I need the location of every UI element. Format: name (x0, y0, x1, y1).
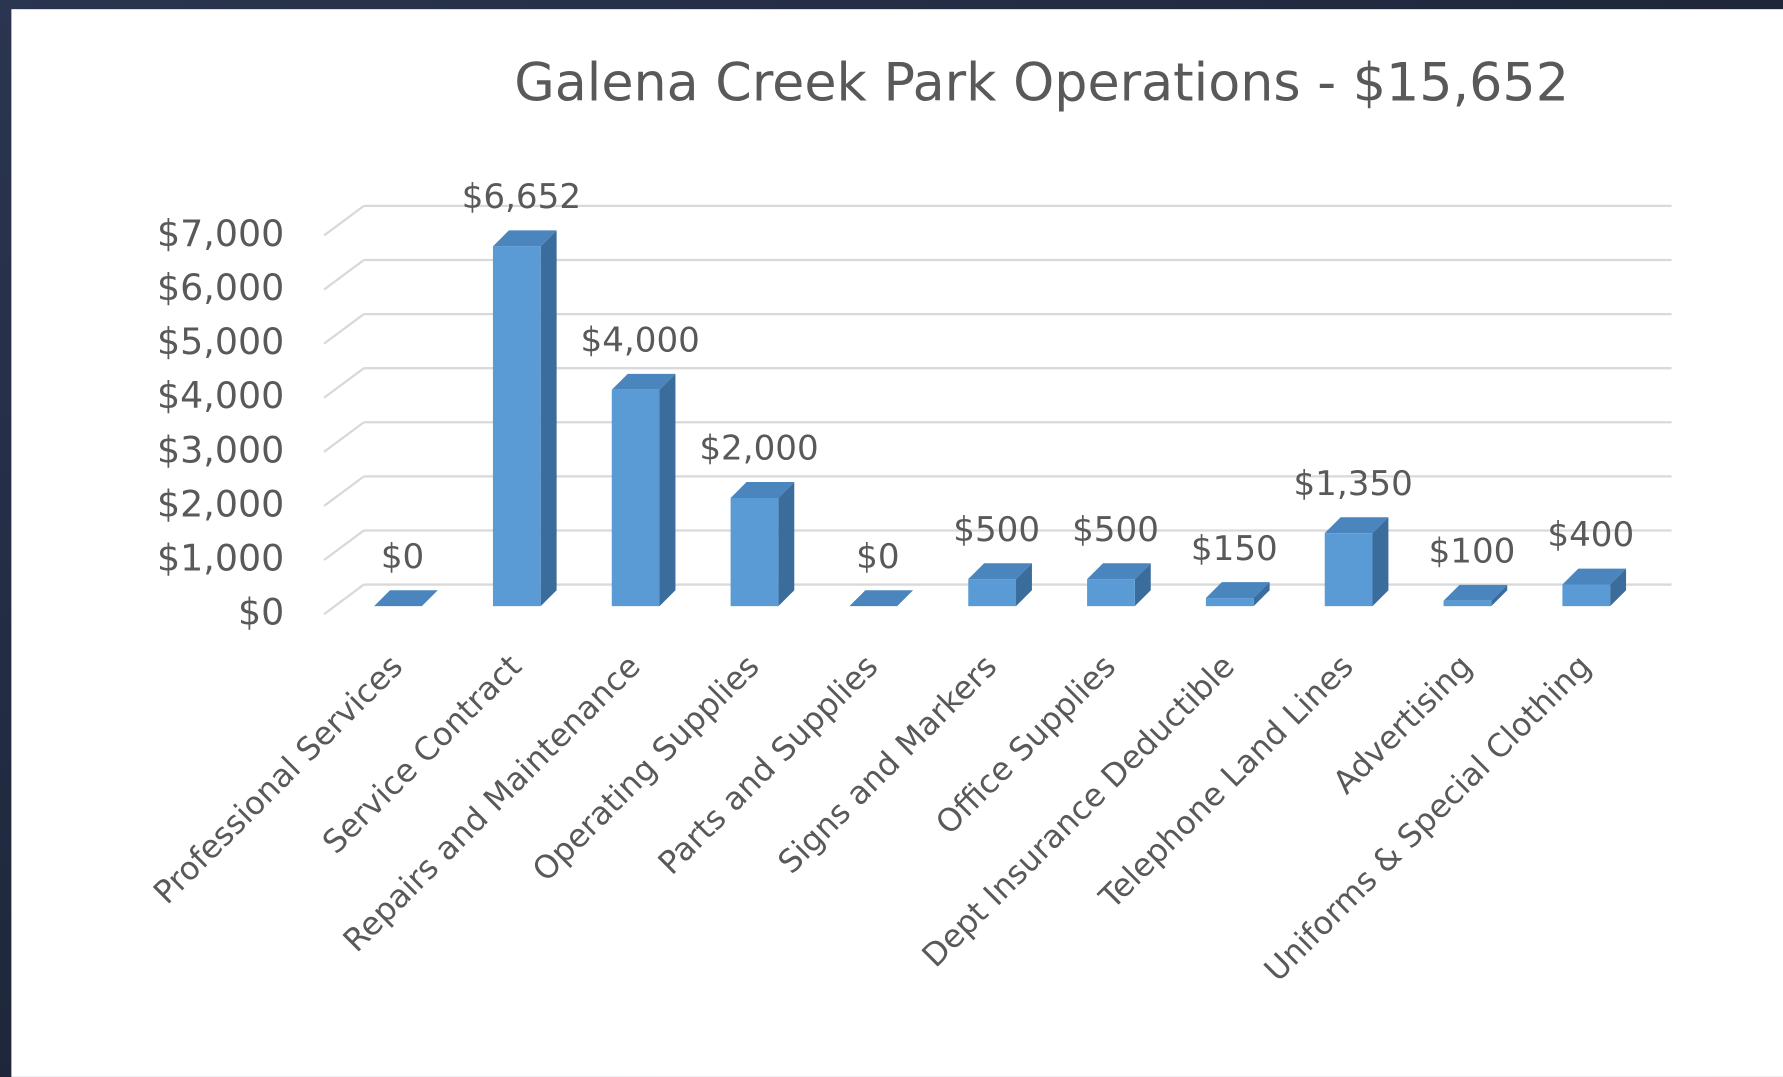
bar-top (1443, 584, 1508, 601)
grid-line (323, 367, 365, 399)
data-label: $1,350 (1293, 464, 1412, 504)
bar-top (1087, 563, 1151, 580)
grid-line (323, 583, 365, 616)
data-label: $500 (953, 510, 1040, 550)
data-label: $500 (1072, 510, 1159, 550)
bar-top (968, 563, 1032, 580)
data-label: $2,000 (699, 429, 818, 469)
bar (968, 579, 1017, 607)
y-tick-label: $2,000 (157, 482, 284, 525)
y-tick-label: $3,000 (157, 428, 284, 471)
grid-line (323, 204, 365, 237)
bar (730, 497, 779, 607)
y-tick-label: $1,000 (157, 537, 284, 580)
y-tick-label: $5,000 (157, 320, 284, 363)
y-tick-label: $7,000 (157, 212, 284, 255)
chart-title: Galena Creek Park Operations - $15,652 (514, 52, 1569, 113)
y-tick-label: $6,000 (157, 266, 284, 309)
bar-side (1016, 563, 1032, 607)
grid-line (323, 259, 365, 291)
bar-top (849, 590, 914, 607)
bar-side (1134, 563, 1151, 607)
bar-side (1253, 582, 1270, 607)
grid-line (323, 421, 365, 453)
y-tick-label: $0 (238, 591, 284, 634)
y-tick-label: $4,000 (157, 374, 284, 417)
bar (611, 389, 660, 607)
bar (1087, 579, 1135, 607)
bar-side (540, 230, 557, 607)
grid-line (323, 313, 365, 345)
bar-side (1610, 568, 1627, 607)
bar-top (1562, 568, 1627, 585)
data-label: $4,000 (581, 321, 700, 361)
bar (1562, 584, 1611, 607)
bar-side (1372, 517, 1389, 607)
bar-top (1324, 517, 1389, 534)
bar-side (778, 482, 795, 607)
bar-side (659, 373, 676, 607)
bar-top (611, 373, 676, 390)
bar (1205, 598, 1254, 607)
bar (1443, 600, 1492, 607)
grid-line (323, 529, 365, 561)
bar-top (492, 230, 557, 247)
bar-top (374, 590, 438, 607)
data-label: $400 (1547, 515, 1634, 555)
data-label: $100 (1429, 531, 1516, 571)
bar-top (730, 482, 795, 498)
data-label: $0 (381, 537, 424, 577)
bar (1324, 533, 1373, 607)
chart-panel (11, 9, 1783, 1077)
grid-line (323, 475, 365, 507)
data-label: $0 (856, 537, 899, 577)
data-label: $6,652 (462, 177, 581, 217)
data-label: $150 (1191, 529, 1278, 569)
bar-top (1205, 582, 1270, 599)
bar-side (1491, 584, 1508, 607)
bar (492, 246, 541, 607)
